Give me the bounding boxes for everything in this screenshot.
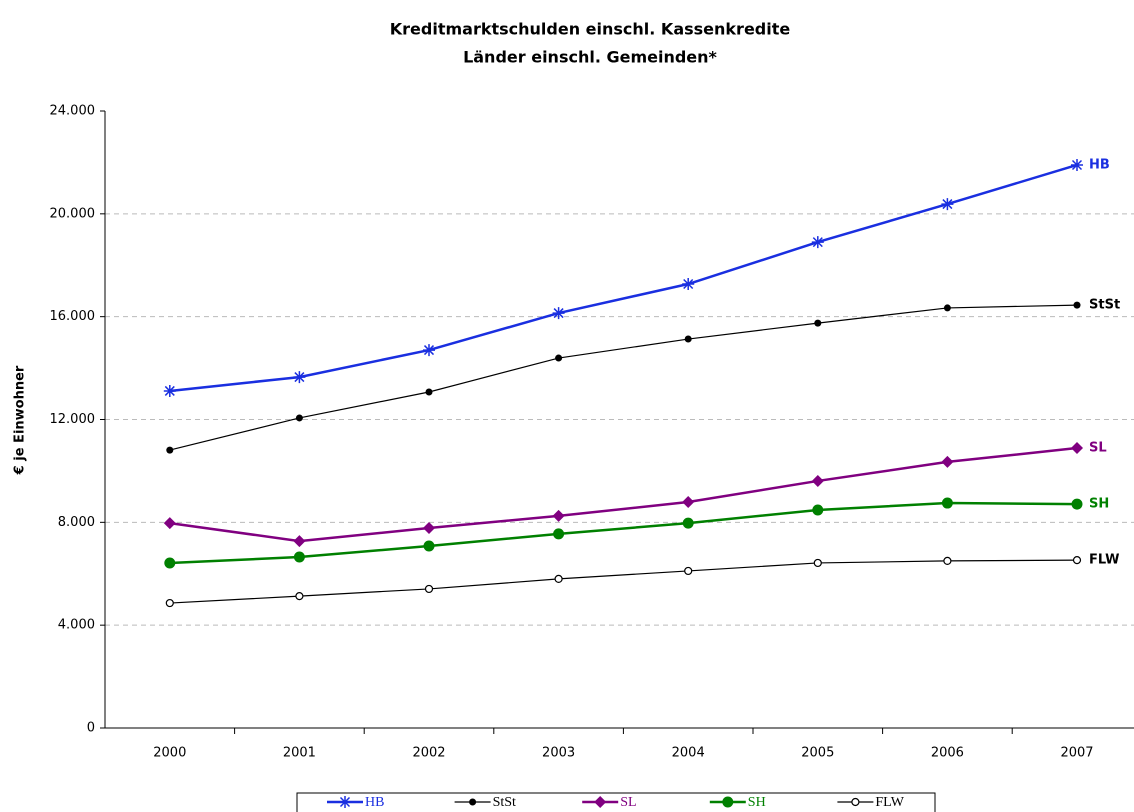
marker <box>722 796 734 808</box>
legend-item: StSt <box>454 795 516 810</box>
y-axis-label: € je Einwohner <box>13 365 28 475</box>
series-end-label: StSt <box>1089 298 1120 313</box>
marker <box>943 556 952 565</box>
legend-label: FLW <box>875 795 904 810</box>
marker <box>423 521 435 534</box>
x-tick-label: 2001 <box>283 746 316 761</box>
line <box>169 304 1078 451</box>
marker <box>814 319 822 327</box>
chart-subtitle: Länder einschl. Gemeinden* <box>463 48 717 67</box>
marker <box>851 797 860 807</box>
marker <box>553 528 565 540</box>
y-tick-label: 4.000 <box>58 618 95 633</box>
legend-item: SH <box>709 795 766 810</box>
marker <box>813 558 822 568</box>
marker <box>425 388 433 396</box>
x-tick-label: 2003 <box>542 746 575 761</box>
marker <box>163 384 176 397</box>
marker <box>1073 301 1081 309</box>
marker <box>554 574 563 583</box>
marker <box>941 198 954 211</box>
y-tick-label: 12.000 <box>50 412 96 427</box>
y-tick-label: 24.000 <box>50 104 96 119</box>
marker <box>682 496 695 509</box>
marker <box>339 796 351 808</box>
line <box>169 446 1078 543</box>
x-tick-label: 2007 <box>1060 746 1093 761</box>
y-tick-label: 0 <box>87 721 95 736</box>
marker <box>941 497 953 509</box>
marker <box>552 509 565 522</box>
marker <box>469 798 477 806</box>
marker <box>943 304 951 312</box>
marker <box>811 474 824 487</box>
line <box>169 559 1078 604</box>
marker <box>293 551 305 563</box>
x-tick-label: 2000 <box>153 746 186 761</box>
marker <box>812 504 824 516</box>
chart-title: Kreditmarktschulden einschl. Kassenkredi… <box>390 20 791 39</box>
series-end-label: SH <box>1089 497 1109 512</box>
marker <box>423 540 435 552</box>
marker <box>594 796 607 808</box>
marker <box>163 517 176 530</box>
legend-label: StSt <box>493 795 516 810</box>
marker <box>166 446 174 454</box>
x-tick-label: 2005 <box>801 746 834 761</box>
y-tick-label: 16.000 <box>50 309 96 324</box>
legend-item: HB <box>327 795 384 810</box>
marker <box>1071 498 1083 510</box>
y-tick-label: 8.000 <box>58 515 95 530</box>
x-tick-label: 2006 <box>931 746 964 761</box>
line <box>169 501 1078 565</box>
series-end-label: SL <box>1089 441 1107 456</box>
x-tick-label: 2004 <box>672 746 705 761</box>
marker <box>811 236 824 249</box>
series-end-label: FLW <box>1089 553 1120 568</box>
marker <box>684 566 693 576</box>
marker <box>295 414 303 422</box>
marker <box>555 354 563 362</box>
marker <box>552 307 565 320</box>
marker <box>1072 556 1082 565</box>
marker <box>1071 158 1083 171</box>
marker <box>1071 442 1083 455</box>
y-tick-label: 20.000 <box>50 206 96 221</box>
legend-item: SL <box>582 795 637 810</box>
marker <box>423 344 435 357</box>
line <box>169 163 1078 393</box>
marker <box>941 455 954 468</box>
marker <box>682 517 694 529</box>
marker <box>682 278 695 291</box>
legend-label: SL <box>620 795 636 810</box>
series-end-label: HB <box>1089 157 1110 172</box>
x-tick-label: 2002 <box>412 746 445 761</box>
legend-label: SH <box>748 795 766 810</box>
marker <box>424 584 434 594</box>
legend-label: HB <box>365 795 384 810</box>
legend-item: FLW <box>837 795 905 810</box>
marker <box>165 598 174 608</box>
marker <box>684 335 692 343</box>
marker <box>293 371 306 384</box>
marker <box>164 557 176 569</box>
marker <box>295 592 304 601</box>
marker <box>293 535 306 548</box>
